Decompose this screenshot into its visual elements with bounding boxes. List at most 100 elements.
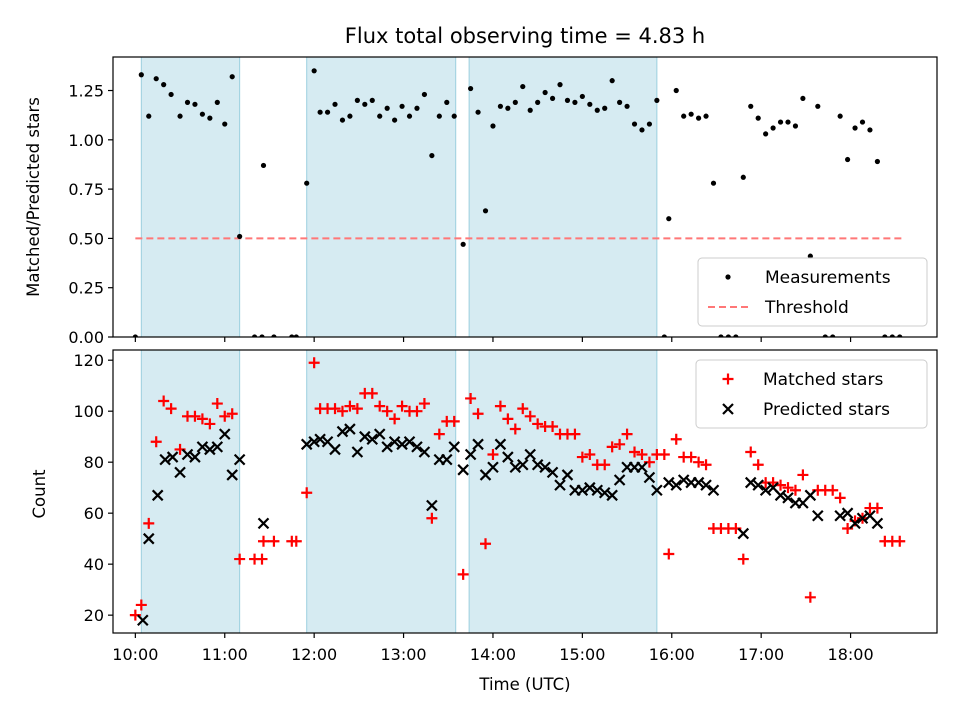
data-point: [520, 83, 526, 90]
data-point: [725, 334, 731, 337]
data-point: [237, 233, 243, 240]
data-point: [576, 451, 588, 463]
data-point: [774, 489, 787, 502]
data-point: [468, 85, 474, 92]
data-point: [636, 449, 648, 461]
legend-label-measurements: Measurements: [765, 268, 891, 288]
bottom-x-axis-label: Time (UTC): [478, 675, 570, 694]
data-point: [158, 395, 170, 407]
x-tick-label: 15:00: [559, 645, 605, 664]
top-marks: [132, 68, 903, 337]
data-point: [403, 436, 416, 448]
data-point: [314, 433, 326, 446]
data-point: [609, 78, 615, 84]
data-point: [192, 101, 198, 107]
data-point: [290, 535, 302, 547]
data-point: [524, 410, 536, 422]
data-point: [572, 99, 578, 105]
data-point: [211, 441, 224, 453]
data-point: [472, 438, 484, 451]
x-tick-label: 18:00: [828, 645, 874, 664]
data-point: [636, 461, 648, 474]
data-point: [482, 208, 489, 214]
y-tick-label: 120: [73, 351, 104, 370]
data-point: [894, 535, 906, 547]
data-point: [755, 115, 761, 121]
bottom-legend-box: [695, 359, 928, 429]
data-point: [373, 428, 386, 440]
data-point: [646, 121, 653, 127]
data-point: [259, 334, 265, 337]
data-point: [411, 441, 423, 453]
data-point: [841, 507, 854, 519]
data-point: [256, 553, 268, 565]
data-point: [222, 121, 228, 127]
legend-marker-predicted-stars: [722, 403, 734, 415]
data-point: [737, 527, 750, 540]
data-point: [707, 484, 720, 497]
data-point: [146, 113, 152, 119]
data-point: [406, 113, 413, 119]
data-point: [396, 400, 408, 412]
data-point: [815, 103, 821, 109]
data-point: [737, 553, 749, 565]
data-point: [137, 614, 149, 627]
data-point: [871, 502, 883, 514]
data-point: [759, 484, 772, 497]
data-point: [336, 425, 349, 438]
data-point: [300, 438, 313, 451]
data-point: [752, 479, 764, 491]
data-point: [366, 433, 379, 446]
data-point: [196, 413, 208, 425]
bottom-legend: Matched stars Predicted stars: [695, 359, 928, 429]
data-point: [414, 105, 420, 111]
data-point: [661, 334, 667, 337]
data-point: [359, 430, 371, 443]
data-point: [444, 99, 450, 105]
data-point: [584, 481, 596, 494]
data-point: [189, 410, 201, 422]
data-point: [344, 400, 356, 412]
data-point: [666, 216, 672, 222]
data-point: [457, 464, 469, 476]
data-point: [532, 418, 544, 430]
data-point: [451, 113, 457, 119]
data-point: [527, 107, 533, 113]
data-point: [629, 446, 641, 458]
data-point: [531, 458, 544, 471]
data-point: [579, 93, 585, 100]
data-point: [874, 158, 880, 165]
data-point: [557, 82, 563, 88]
data-point: [308, 357, 320, 369]
shaded-interval: [468, 56, 658, 338]
data-point: [381, 405, 393, 417]
bottom-marks: [129, 357, 906, 627]
data-point: [785, 119, 791, 125]
data-point: [396, 438, 408, 451]
data-point: [804, 489, 817, 502]
data-point: [332, 101, 338, 107]
data-point: [748, 103, 754, 109]
data-point: [257, 535, 269, 547]
top-plot-frame: [112, 56, 938, 338]
data-point: [613, 474, 626, 486]
data-point: [168, 91, 174, 98]
data-point: [257, 517, 270, 530]
x-tick-label: 10:00: [112, 645, 158, 664]
legend-marker-matched-stars: [722, 373, 734, 385]
data-point: [617, 99, 623, 105]
data-point: [516, 458, 529, 471]
data-point: [692, 476, 705, 489]
data-point: [606, 441, 618, 453]
data-point: [388, 436, 401, 448]
data-point: [204, 443, 216, 456]
y-tick-label: 80: [84, 453, 104, 472]
legend-label-threshold: Threshold: [764, 298, 849, 318]
data-point: [374, 400, 386, 412]
x-tick-label: 17:00: [738, 645, 784, 664]
data-point: [576, 484, 589, 497]
data-point: [448, 415, 460, 427]
data-point: [547, 420, 559, 432]
